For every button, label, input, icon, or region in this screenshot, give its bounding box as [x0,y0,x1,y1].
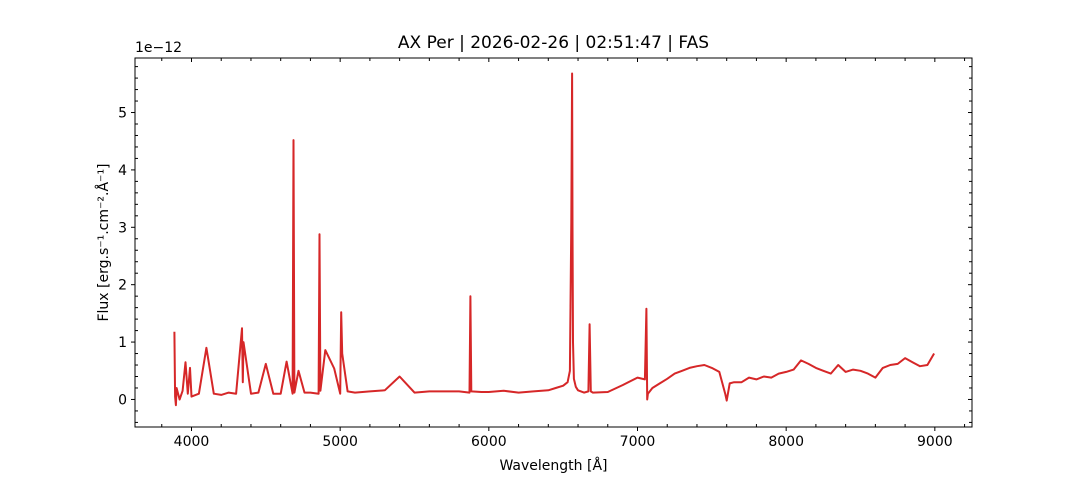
y-axis-label: Flux [erg.s⁻¹.cm⁻².Å⁻¹] [95,163,112,321]
tick-layer: 4000 5000 6000 7000 8000 9000 0 1 2 3 4 5 [118,58,972,450]
x-tick-label: 4000 [174,434,210,450]
y-tick-label: 3 [118,220,127,236]
spectrum-line-0 [173,72,935,407]
x-tick-label: 6000 [471,434,507,450]
x-axis-label: Wavelength [Å] [499,457,607,474]
x-tick-label: 5000 [322,434,358,450]
y-tick-label: 0 [118,392,127,408]
y-tick-label: 5 [118,106,127,122]
chart-title: AX Per | 2026-02-26 | 02:51:47 | FAS [398,33,709,53]
y-tick-label: 1 [118,335,127,351]
x-tick-label: 7000 [620,434,656,450]
y-tick-label: 4 [118,163,127,179]
x-tick-label: 9000 [917,434,953,450]
plot-frame [134,57,973,428]
x-tick-label: 8000 [768,434,804,450]
y-offset-label: 1e−12 [135,40,182,56]
y-tick-label: 2 [118,278,127,294]
series-layer [173,72,935,407]
